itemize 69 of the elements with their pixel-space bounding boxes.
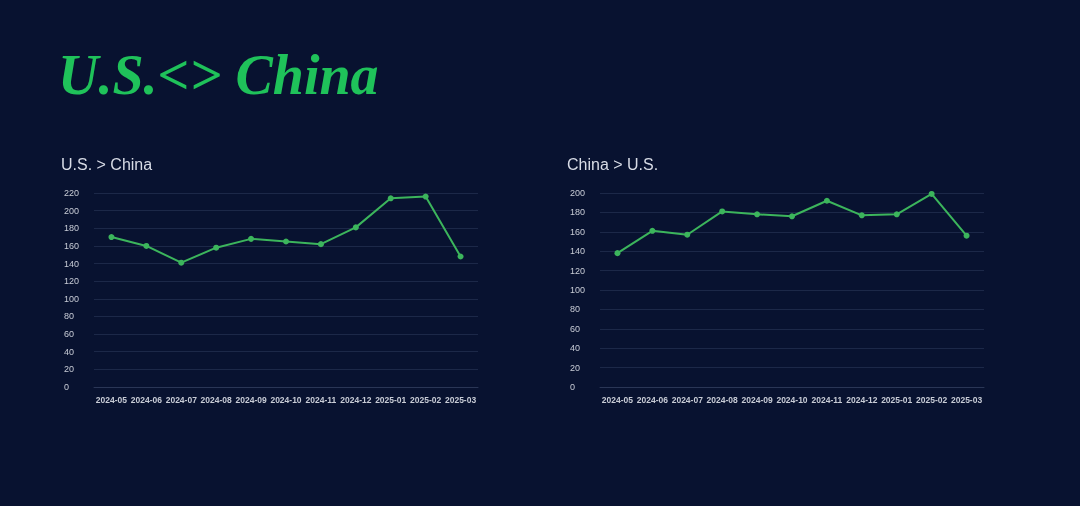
- y-tick-label: 100: [64, 293, 80, 304]
- point: [283, 238, 289, 245]
- x-tick-label: 2024-08: [706, 394, 739, 405]
- point: [317, 241, 324, 248]
- x-tick-label: 2025-03: [950, 394, 983, 405]
- point: [457, 253, 464, 260]
- y-tick-label: 140: [64, 258, 80, 269]
- x-tick-label: 2024-07: [165, 394, 198, 405]
- x-tick-label: 2024-11: [811, 394, 843, 405]
- y-tick-label: 0: [64, 382, 70, 392]
- x-tick-label: 2024-09: [235, 394, 267, 405]
- y-tick-label: 80: [570, 304, 581, 315]
- point: [248, 235, 255, 242]
- point: [754, 211, 761, 218]
- point: [719, 208, 726, 215]
- chart-title: China > U.S.: [567, 155, 659, 173]
- y-tick-label: 220: [64, 188, 80, 198]
- x-tick-label: 2024-07: [671, 394, 704, 405]
- point: [213, 244, 220, 251]
- point: [649, 227, 656, 234]
- y-tick-label: 180: [570, 207, 586, 218]
- x-tick-label: 2024-11: [305, 394, 337, 405]
- y-tick-label: 0: [570, 382, 576, 392]
- point: [858, 212, 865, 219]
- y-tick-label: 20: [64, 364, 75, 375]
- y-tick-label: 200: [570, 188, 586, 198]
- x-tick-label: 2025-01: [375, 394, 407, 405]
- point: [614, 250, 621, 257]
- point: [893, 211, 900, 218]
- point: [823, 197, 830, 204]
- x-tick-label: 2024-10: [776, 394, 808, 405]
- x-tick-label: 2025-03: [444, 394, 477, 405]
- point: [928, 190, 935, 197]
- x-tick-label: 2024-12: [340, 394, 372, 405]
- x-tick-label: 2025-02: [410, 394, 442, 405]
- x-tick-label: 2024-08: [200, 394, 233, 405]
- x-tick-label: 2024-12: [846, 394, 878, 405]
- point: [352, 224, 359, 231]
- y-tick-label: 20: [570, 362, 581, 373]
- point: [178, 259, 185, 266]
- x-tick-label: 2025-01: [881, 394, 913, 405]
- x-tick-label: 2024-06: [636, 394, 669, 405]
- y-tick-label: 40: [570, 343, 581, 354]
- x-tick-label: 2024-05: [601, 394, 634, 405]
- point: [387, 195, 394, 202]
- y-tick-label: 100: [570, 285, 586, 295]
- x-tick-label: 2024-09: [741, 394, 773, 405]
- y-tick-label: 160: [570, 226, 586, 237]
- y-tick-label: 60: [570, 323, 581, 334]
- point: [422, 193, 429, 200]
- point: [684, 231, 691, 238]
- y-tick-label: 180: [64, 223, 80, 234]
- y-tick-label: 80: [64, 311, 75, 322]
- x-tick-label: 2024-10: [270, 394, 302, 405]
- y-tick-label: 60: [64, 329, 75, 340]
- y-tick-label: 120: [64, 276, 80, 287]
- point: [143, 242, 150, 249]
- chart-title: U.S. > China: [61, 155, 153, 173]
- y-tick-label: 160: [64, 240, 80, 251]
- point: [789, 213, 795, 220]
- y-tick-label: 120: [570, 265, 586, 276]
- y-tick-label: 140: [570, 246, 586, 257]
- y-tick-label: 200: [64, 205, 80, 216]
- text: U.S.<> China: [58, 43, 379, 108]
- point: [108, 234, 115, 241]
- x-tick-label: 2024-05: [95, 394, 128, 405]
- x-tick-label: 2024-06: [130, 394, 163, 405]
- x-tick-label: 2025-02: [916, 394, 948, 405]
- y-tick-label: 40: [64, 346, 75, 357]
